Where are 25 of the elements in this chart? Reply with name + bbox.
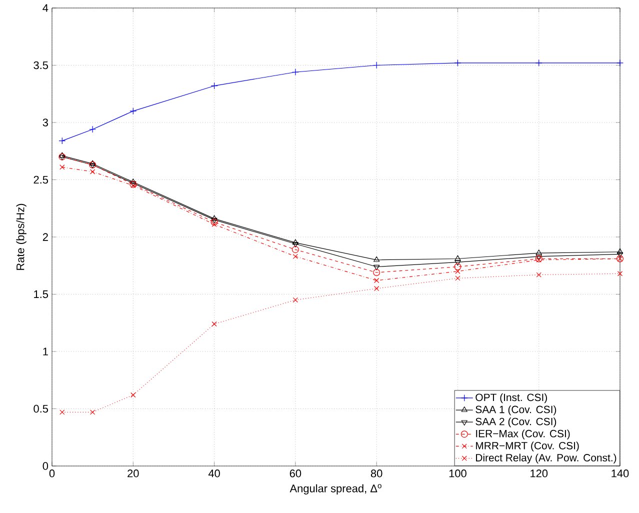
y-tick-label: 0.5 <box>34 404 48 413</box>
y-tick-label: 1 <box>43 348 48 356</box>
x-tick-label: 0 <box>49 470 55 478</box>
x-tick-label: 20 <box>128 470 139 478</box>
x-tick-label: 100 <box>449 470 466 478</box>
legend-label: IER−Max (Cov. CSI) <box>476 430 570 440</box>
legend-label: Direct Relay (Av. Pow. Const.) <box>476 454 616 464</box>
y-tick-label: 0 <box>42 462 48 470</box>
legend-label: OPT (Inst. CSI) <box>476 393 547 404</box>
legend-label: SAA 2 (Cov. CSI) <box>476 418 556 428</box>
y-tick-label: 3.5 <box>34 61 48 70</box>
y-tick-label: 2.5 <box>34 176 48 184</box>
y-axis-title: Rate (bps/Hz) <box>16 204 26 270</box>
x-tick-label: 120 <box>530 470 548 478</box>
x-tick-label: 80 <box>370 470 382 478</box>
legend-label: SAA 1 (Cov. CSI) <box>476 405 556 416</box>
y-tick-label: 2 <box>42 233 48 241</box>
y-tick-label: 3 <box>42 118 48 126</box>
y-tick-label: 1.5 <box>34 290 48 298</box>
legend-label: MRR−MRT (Cov. CSI) <box>476 442 579 452</box>
x-axis-title: Angular spread, Δ$^{o}$ <box>290 484 382 494</box>
x-tick-label: 40 <box>208 470 220 478</box>
x-tick-label: 140 <box>612 470 629 478</box>
y-tick-label: 4 <box>42 4 48 12</box>
x-tick-label: 60 <box>290 470 302 478</box>
